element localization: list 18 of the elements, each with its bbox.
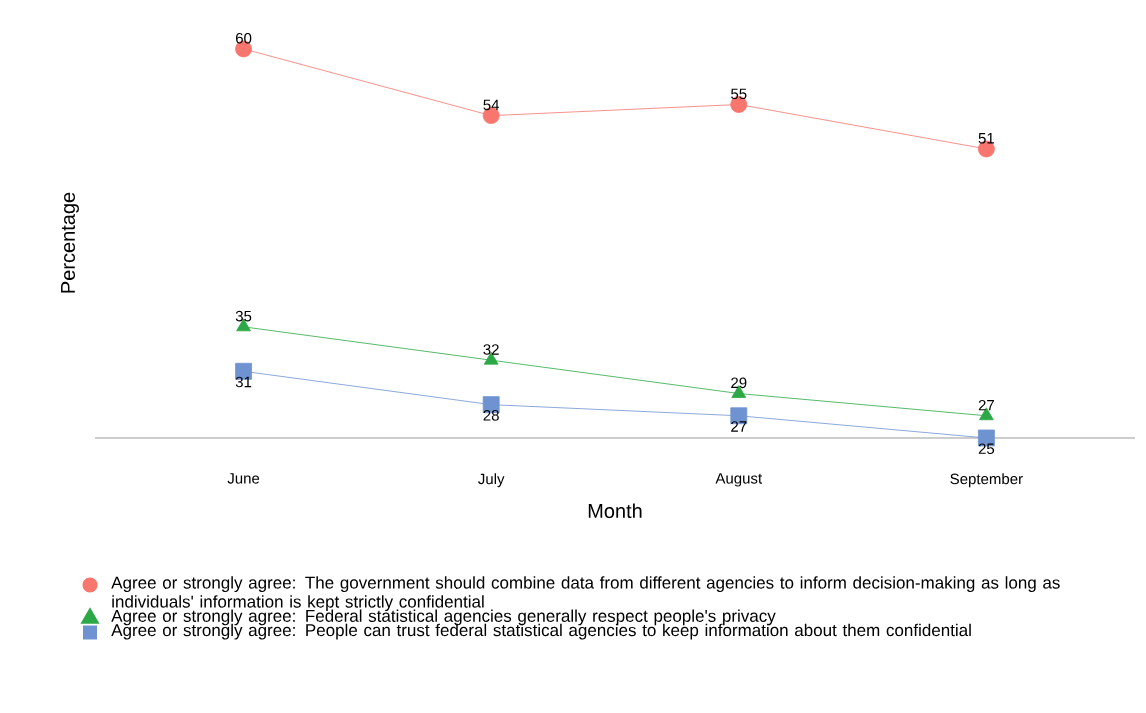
data-label: 55 [731, 88, 747, 100]
data-label: 60 [235, 32, 252, 44]
y-axis-title: Percentage [61, 192, 79, 293]
data-label: 25 [978, 443, 995, 455]
data-label: 29 [731, 377, 747, 389]
x-tick-label: September [950, 473, 1023, 488]
x-tick-label: July [478, 473, 505, 488]
x-tick-label: August [715, 473, 763, 487]
data-label: 32 [483, 344, 499, 355]
data-label: 27 [978, 399, 994, 411]
data-label: 51 [978, 133, 994, 144]
data-label: 27 [731, 421, 747, 432]
data-label: 54 [483, 99, 500, 111]
data-label: 31 [235, 376, 252, 388]
x-axis-title: Month [588, 503, 642, 519]
x-tick-label: June [227, 473, 260, 484]
data-label: 35 [235, 310, 252, 322]
data-label: 28 [483, 410, 499, 421]
